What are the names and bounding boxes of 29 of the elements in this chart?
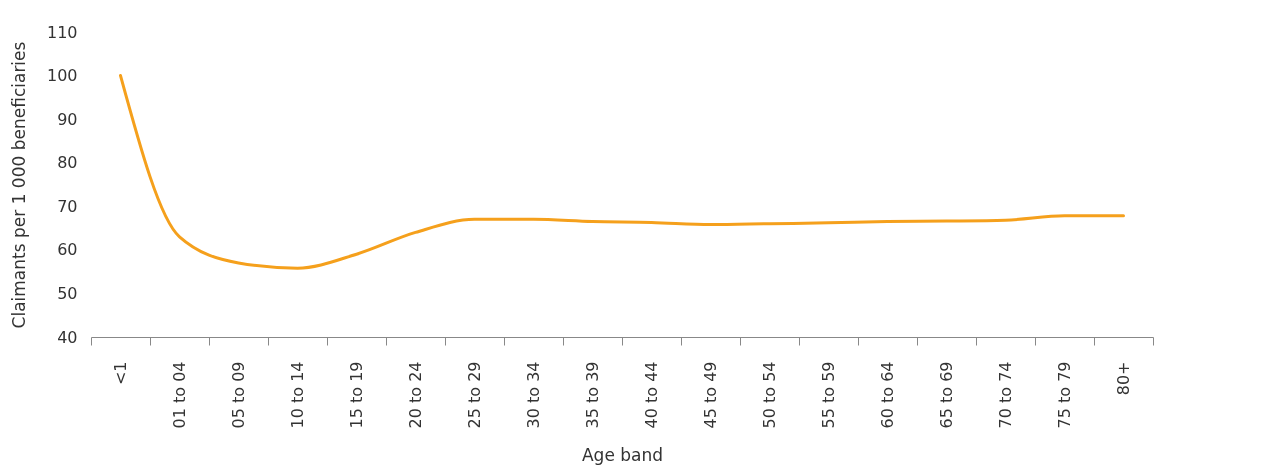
- x-tick-label: 50 to 54: [760, 361, 779, 429]
- x-tick-label: 30 to 34: [524, 361, 543, 429]
- x-tick-label: 70 to 74: [996, 361, 1015, 429]
- y-tick-label: 100: [46, 66, 78, 86]
- y-tick-label: 90: [57, 109, 78, 129]
- x-tick-label: 80+: [1114, 361, 1133, 396]
- x-tick-label: 20 to 24: [406, 361, 425, 429]
- x-tick-label: 40 to 44: [642, 361, 661, 429]
- y-tick-label: 60: [57, 240, 78, 260]
- x-axis-title: Age band: [581, 445, 664, 466]
- x-tick-label: 05 to 09: [229, 361, 248, 429]
- line-series: [119, 74, 1125, 270]
- x-tick-label: 75 to 79: [1055, 361, 1074, 429]
- x-tick-label: 60 to 64: [878, 361, 897, 429]
- x-tick-label: 25 to 29: [465, 361, 484, 429]
- x-tick-label: 10 to 14: [288, 361, 307, 429]
- x-tick-label: 15 to 19: [347, 361, 366, 429]
- y-tick-label: 50: [57, 283, 78, 303]
- x-tick-label: 35 to 39: [583, 361, 602, 429]
- x-tick-label: <1: [111, 361, 130, 386]
- y-tick-label: 40: [57, 327, 78, 347]
- x-tick-label: 01 to 04: [170, 361, 189, 429]
- x-tick-label: 55 to 59: [819, 361, 838, 429]
- y-tick-label: 70: [57, 196, 78, 216]
- y-axis-title: Claimants per 1 000 beneficiaries: [8, 41, 29, 329]
- y-tick-label: 110: [46, 22, 78, 42]
- x-tick-label: 45 to 49: [701, 361, 720, 429]
- x-tick-label: 65 to 69: [937, 361, 956, 429]
- y-tick-label: 80: [57, 153, 78, 173]
